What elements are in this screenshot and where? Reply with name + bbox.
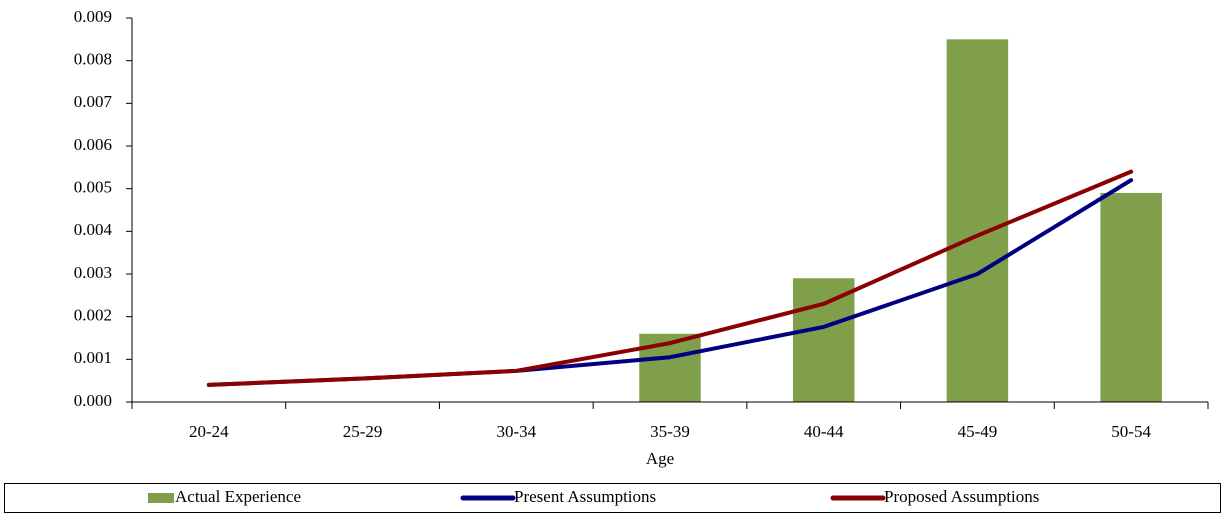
x-tick-label: 25-29	[343, 422, 383, 441]
legend-box	[4, 483, 1221, 513]
y-tick-label: 0.009	[74, 7, 112, 26]
y-tick-label: 0.006	[74, 135, 112, 154]
x-axis-title: Age	[646, 449, 674, 468]
bar	[1100, 192, 1162, 402]
y-tick-label: 0.001	[74, 348, 112, 367]
bar	[792, 278, 855, 402]
legend-label: Proposed Assumptions	[884, 487, 1039, 506]
x-tick-label: 30-34	[496, 422, 536, 441]
y-tick-label: 0.008	[74, 50, 112, 69]
y-tick-label: 0.004	[74, 220, 113, 239]
x-tick-label: 45-49	[958, 422, 998, 441]
y-tick-label: 0.000	[74, 391, 112, 410]
x-tick-label: 35-39	[650, 422, 690, 441]
x-tick-label: 50-54	[1111, 422, 1151, 441]
bar	[946, 39, 1009, 402]
legend-label: Present Assumptions	[514, 487, 656, 506]
x-tick-label: 20-24	[189, 422, 229, 441]
y-tick-label: 0.007	[74, 92, 113, 111]
x-tick-label: 40-44	[804, 422, 844, 441]
y-tick-label: 0.005	[74, 178, 112, 197]
line	[206, 169, 1134, 387]
legend-swatch	[148, 493, 174, 503]
y-tick-label: 0.003	[74, 263, 112, 282]
y-tick-label: 0.002	[74, 306, 112, 325]
legend-label: Actual Experience	[175, 487, 301, 506]
